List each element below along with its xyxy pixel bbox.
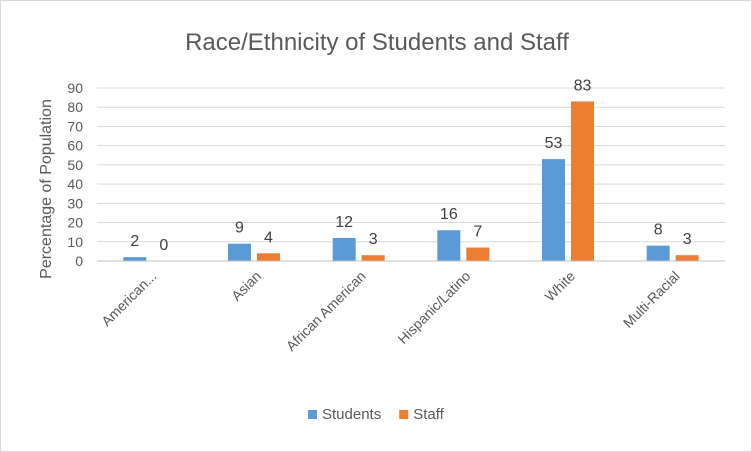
data-label: 53: [545, 135, 563, 152]
legend-label: Staff: [413, 406, 444, 423]
bar: [123, 257, 147, 261]
bar: [257, 253, 280, 261]
y-axis-ticks: 0 10 20 30 40 50 60 70 80 90: [67, 80, 83, 269]
y-tick-label: 50: [67, 157, 83, 173]
data-label: 83: [574, 77, 592, 94]
legend-swatch: [399, 410, 409, 419]
legend: Students Staff: [308, 406, 445, 423]
data-label: 16: [440, 206, 458, 223]
y-tick-label: 40: [67, 176, 83, 192]
bar: [466, 247, 490, 261]
data-label: 9: [235, 220, 244, 237]
category-label: White: [541, 268, 578, 305]
category-labels: American... Asian African American Hispanic…: [98, 268, 683, 354]
category-label: American...: [98, 268, 159, 329]
y-tick-label: 60: [67, 138, 83, 154]
bar: [332, 237, 356, 261]
data-label: 8: [654, 222, 663, 239]
y-tick-label: 80: [67, 99, 83, 115]
legend-swatch: [308, 410, 317, 419]
data-label: 7: [473, 224, 482, 241]
y-axis-label: Percentage of Population: [38, 99, 55, 279]
chart-title: Race/Ethnicity of Students and Staff: [185, 29, 569, 56]
y-tick-label: 20: [67, 215, 83, 231]
data-label: 0: [159, 237, 168, 254]
y-tick-label: 0: [75, 253, 83, 269]
bars: [123, 101, 699, 261]
data-label: 3: [369, 231, 378, 248]
bar: [228, 243, 251, 261]
bar: [646, 245, 670, 261]
category-label: African American: [283, 268, 369, 354]
data-label: 3: [683, 231, 692, 248]
data-label: 2: [130, 233, 139, 250]
bar: [571, 101, 594, 261]
data-label: 12: [335, 214, 353, 231]
gridlines: [97, 87, 725, 243]
bar: [437, 230, 461, 261]
bar: [675, 255, 699, 261]
bar: [361, 255, 385, 261]
y-tick-label: 70: [67, 118, 83, 134]
y-tick-label: 90: [67, 80, 83, 96]
bar: [542, 159, 565, 261]
y-tick-label: 30: [67, 195, 83, 211]
category-label: Multi-Racial: [620, 268, 683, 331]
data-label: 4: [264, 229, 273, 246]
legend-label: Students: [322, 406, 381, 423]
y-tick-label: 10: [67, 234, 83, 250]
category-label: Hispanic/Latino: [394, 268, 473, 347]
category-label: Asian: [228, 268, 264, 304]
